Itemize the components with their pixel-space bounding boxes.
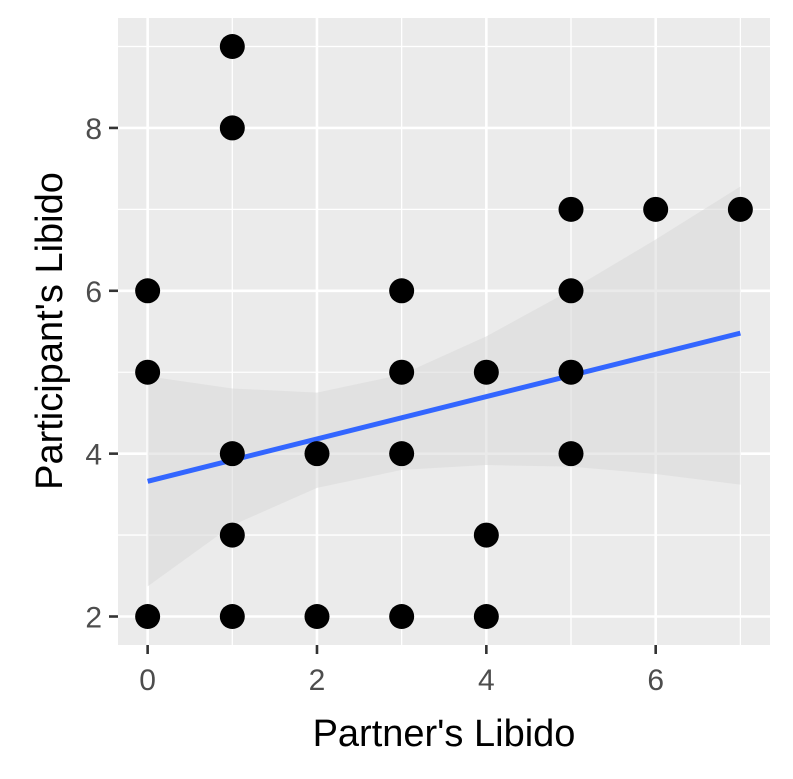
data-point xyxy=(643,196,669,222)
data-point xyxy=(727,196,753,222)
data-point xyxy=(219,441,245,467)
x-axis-title: Partner's Libido xyxy=(313,713,576,755)
data-point xyxy=(473,522,499,548)
data-point xyxy=(473,359,499,385)
x-axis-ticks: 0 2 4 6 xyxy=(139,645,664,697)
data-point xyxy=(389,359,415,385)
data-point xyxy=(135,278,161,304)
y-axis-ticks: 2 4 6 8 xyxy=(85,113,118,635)
data-point xyxy=(304,441,330,467)
data-points xyxy=(135,34,753,629)
data-point xyxy=(219,604,245,629)
data-point xyxy=(558,441,584,467)
data-point xyxy=(135,359,161,385)
data-point xyxy=(558,196,584,222)
y-tick-label: 4 xyxy=(85,439,102,472)
data-point xyxy=(219,115,245,141)
data-point xyxy=(219,34,245,59)
y-tick-label: 6 xyxy=(85,276,102,309)
data-point xyxy=(473,604,499,629)
data-point xyxy=(558,359,584,385)
x-tick-label: 4 xyxy=(478,664,495,697)
regression-line xyxy=(147,330,741,484)
data-point xyxy=(219,522,245,548)
data-point xyxy=(389,441,415,467)
y-tick-label: 8 xyxy=(85,113,102,146)
data-point xyxy=(135,604,161,629)
data-point xyxy=(304,604,330,629)
y-tick-label: 2 xyxy=(85,602,102,635)
data-point xyxy=(389,278,415,304)
y-axis-title: Participant's Libido xyxy=(29,172,71,490)
x-tick-label: 0 xyxy=(139,664,156,697)
confidence-band xyxy=(147,186,741,587)
data-point xyxy=(558,278,584,304)
x-tick-label: 2 xyxy=(309,664,326,697)
data-point xyxy=(389,604,415,629)
x-tick-label: 6 xyxy=(647,664,664,697)
